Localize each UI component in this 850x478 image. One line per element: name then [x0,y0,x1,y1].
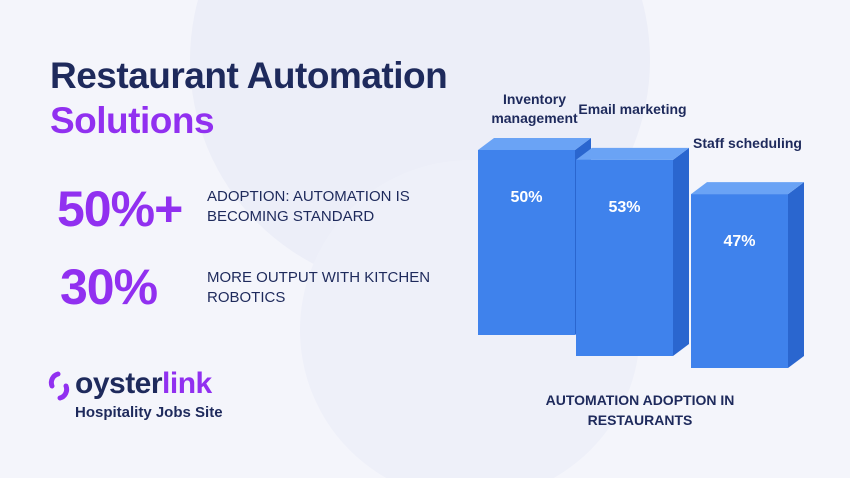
bar [478,138,591,335]
bar-front [478,150,575,335]
category-label: Email marketing [578,100,687,117]
bar-top [478,138,591,150]
title: Restaurant Automation [50,55,448,96]
bar-top [576,147,689,160]
category-label: Staff scheduling [693,135,802,152]
bar-side [788,182,804,368]
logo: oysterlink [75,367,212,401]
bar-front [576,159,673,356]
value-label: 53% [608,199,640,216]
bar [691,182,804,368]
bar-side [673,147,689,356]
logo-text: link [162,367,212,400]
chart-title: AUTOMATION ADOPTION IN RESTAURANTS [545,392,735,428]
logo-text: oyster [75,367,163,400]
value-label: 50% [510,189,542,206]
bar [576,147,689,356]
tagline: Hospitality Jobs Site [75,404,223,421]
bar-front [691,194,788,368]
logo-icon [48,371,70,401]
stat-value: 30% [60,259,158,315]
stat-text: ADOPTION: AUTOMATION IS BECOMING STANDAR… [207,188,410,225]
stat-value: 50%+ [57,181,183,237]
bar-top [691,182,804,195]
title: Solutions [50,100,215,141]
category-label: Inventory management [491,91,578,126]
value-label: 47% [723,233,755,250]
stat-text: MORE OUTPUT WITH KITCHEN ROBOTICS [207,269,431,306]
